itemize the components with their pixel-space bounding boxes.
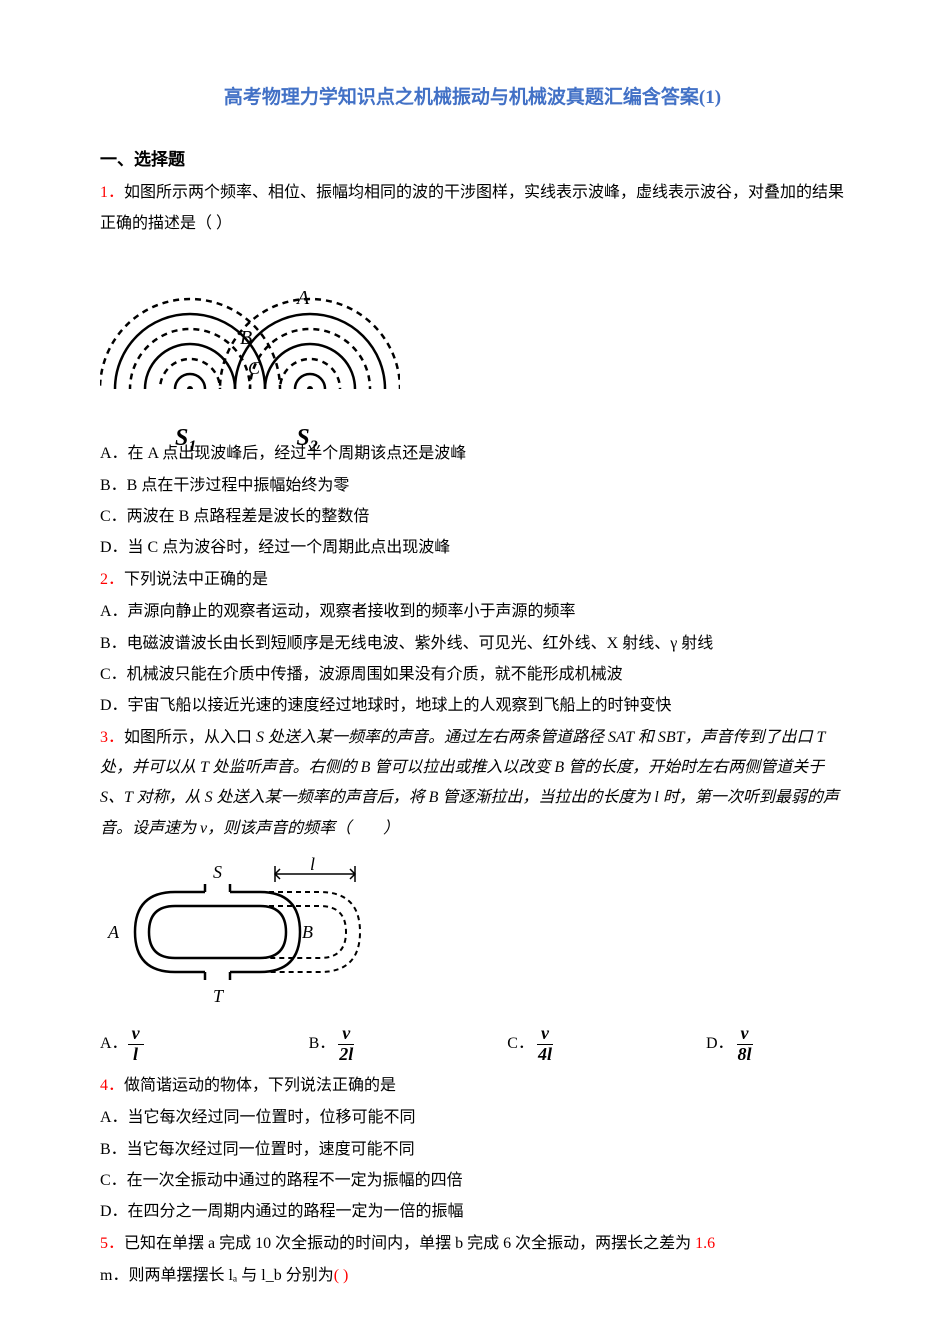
- q1-option-b: B．B 点在干涉过程中振幅始终为零: [100, 471, 845, 501]
- question-5-line2: m．则两单摆摆长 lₐ 与 l_b 分别为( ): [100, 1261, 845, 1291]
- q5-number: 5．: [100, 1235, 124, 1252]
- svg-text:A: A: [295, 287, 310, 309]
- label-l: l: [310, 854, 315, 874]
- label-b: B: [302, 922, 313, 942]
- label-t: T: [213, 986, 225, 1006]
- q3-number: 3．: [100, 729, 124, 746]
- q4-number: 4．: [100, 1077, 124, 1094]
- q5-line1-tail: 1.6: [695, 1235, 715, 1252]
- q2-option-d: D．宇宙飞船以接近光速的速度经过地球时，地球上的人观察到飞船上的时钟变快: [100, 691, 845, 721]
- q2-number: 2．: [100, 571, 124, 588]
- figure-tube: l S A B T: [100, 854, 390, 1014]
- q1-number: 1．: [100, 184, 124, 201]
- q5-line1-text: 已知在单摆 a 完成 10 次全振动的时间内，单摆 b 完成 6 次全振动，两摆…: [124, 1235, 695, 1252]
- q3-text-part1: 如图所示，从入口: [124, 729, 256, 746]
- q3-option-c: C． v4l: [507, 1024, 706, 1065]
- q3-option-a: A． vl: [100, 1024, 309, 1065]
- q2-option-a: A．声源向静止的观察者运动，观察者接收到的频率小于声源的频率: [100, 597, 845, 627]
- q4-option-c: C．在一次全振动中通过的路程不一定为振幅的四倍: [100, 1166, 845, 1196]
- question-5-line1: 5．已知在单摆 a 完成 10 次全振动的时间内，单摆 b 完成 6 次全振动，…: [100, 1229, 845, 1259]
- question-3: 3．如图所示，从入口 S 处送入某一频率的声音。通过左右两条管道路径 SAT 和…: [100, 723, 845, 845]
- section-heading: 一、选择题: [100, 144, 845, 176]
- source-1-label: S1: [175, 416, 196, 462]
- q3-options-row: A． vl B． v2l C． v4l D． v8l: [100, 1024, 845, 1065]
- q5-line2-tail: ( ): [334, 1267, 349, 1284]
- question-1: 1．如图所示两个频率、相位、振幅均相同的波的干涉图样，实线表示波峰，虚线表示波谷…: [100, 178, 845, 239]
- document-title: 高考物理力学知识点之机械振动与机械波真题汇编含答案(1): [100, 80, 845, 116]
- q2-option-b: B．电磁波谱波长由长到短顺序是无线电波、紫外线、可见光、红外线、X 射线、γ 射…: [100, 629, 845, 659]
- q4-text: 做简谐运动的物体，下列说法正确的是: [124, 1077, 396, 1094]
- question-2: 2．下列说法中正确的是: [100, 565, 845, 595]
- svg-text:C: C: [248, 358, 261, 378]
- tube-diagram-svg: l S A B T: [100, 854, 390, 1014]
- q1-text: 如图所示两个频率、相位、振幅均相同的波的干涉图样，实线表示波峰，虚线表示波谷，对…: [100, 184, 844, 231]
- q4-option-a: A．当它每次经过同一位置时，位移可能不同: [100, 1103, 845, 1133]
- label-a: A: [107, 922, 120, 942]
- figure-interference: A B C S1 S2: [100, 249, 400, 429]
- q3-option-d: D． v8l: [706, 1024, 845, 1065]
- question-4: 4．做简谐运动的物体，下列说法正确的是: [100, 1071, 845, 1101]
- source-2-label: S2: [296, 416, 317, 462]
- q4-option-b: B．当它每次经过同一位置时，速度可能不同: [100, 1135, 845, 1165]
- q1-option-d: D．当 C 点为波谷时，经过一个周期此点出现波峰: [100, 533, 845, 563]
- label-s: S: [213, 862, 222, 882]
- q2-text: 下列说法中正确的是: [124, 571, 268, 588]
- source-labels: S1 S2: [100, 416, 400, 462]
- q4-option-d: D．在四分之一周期内通过的路程一定为一倍的振幅: [100, 1197, 845, 1227]
- svg-text:B: B: [240, 327, 252, 349]
- q1-option-c: C．两波在 B 点路程差是波长的整数倍: [100, 502, 845, 532]
- interference-diagram-svg: A B C: [100, 249, 400, 404]
- q3-option-b: B． v2l: [309, 1024, 508, 1065]
- q5-line2-text: m．则两单摆摆长 lₐ 与 l_b 分别为: [100, 1267, 334, 1284]
- q2-option-c: C．机械波只能在介质中传播，波源周围如果没有介质，就不能形成机械波: [100, 660, 845, 690]
